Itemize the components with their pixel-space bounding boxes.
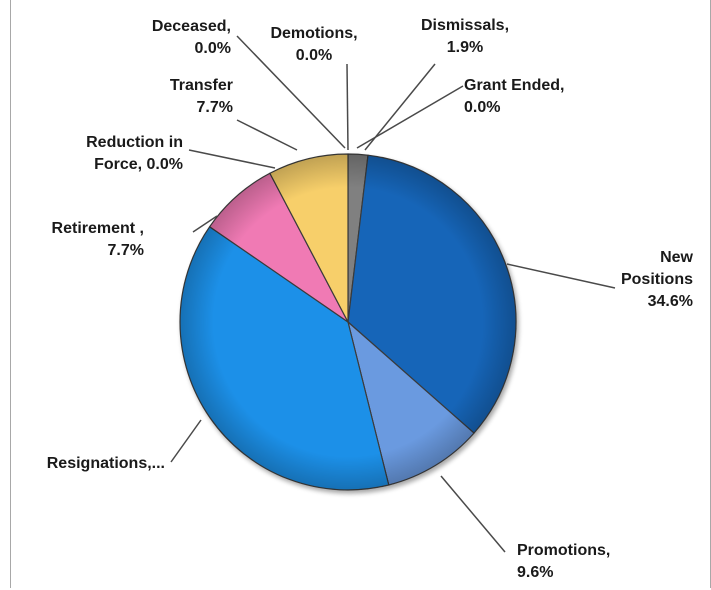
slice-label: Reduction in Force, 0.0%: [86, 134, 183, 173]
slice-label-line: 9.6%: [517, 564, 553, 581]
pie-chart: Dismissals, 1.9% New Positions 34.6% Promotio…: [47, 17, 694, 581]
slice-label-line: Promotions,: [517, 542, 610, 559]
slice-label: Grant Ended, 0.0%: [464, 77, 564, 116]
slice-label-line: Resignations,...: [47, 455, 165, 472]
slice-label-line: Dismissals,: [421, 17, 509, 34]
slice-label-line: Grant Ended,: [464, 77, 564, 94]
slice-label-line: 0.0%: [195, 40, 231, 57]
leader-line: [236, 35, 346, 149]
chart-frame: Dismissals, 1.9% New Positions 34.6% Promotio…: [10, 0, 711, 588]
slice-label-line: Deceased,: [152, 18, 231, 35]
slice-label-line: 7.7%: [197, 99, 233, 116]
leader-line: [506, 263, 616, 289]
slice-label-line: 0.0%: [464, 99, 500, 116]
slice-label-line: 7.7%: [108, 242, 144, 259]
slice-label-line: Force, 0.0%: [94, 156, 183, 173]
slice-label: Retirement , 7.7%: [52, 220, 144, 259]
slice-label-line: 0.0%: [296, 47, 332, 64]
slice-label: Dismissals, 1.9%: [421, 17, 509, 56]
leader-line: [356, 85, 464, 149]
slice-label: Transfer 7.7%: [170, 77, 233, 116]
leader-line: [188, 149, 276, 169]
slice-label: Promotions, 9.6%: [517, 542, 610, 581]
slice-label-line: 1.9%: [447, 39, 483, 56]
slice-label: Demotions, 0.0%: [270, 25, 357, 64]
leader-line: [170, 419, 202, 463]
slice-label-line: Demotions,: [270, 25, 357, 42]
slice-label-line: Positions: [621, 271, 693, 288]
leader-line: [440, 475, 506, 553]
slice-label-line: Transfer: [170, 77, 233, 94]
slice-label: New Positions 34.6%: [621, 249, 694, 310]
slice-label-line: Retirement ,: [52, 220, 144, 237]
leader-line: [236, 119, 298, 151]
leader-line: [346, 63, 349, 151]
slice-label-line: Reduction in: [86, 134, 183, 151]
slice-label-line: New: [660, 249, 693, 266]
leader-line: [192, 215, 218, 233]
slice-label: Deceased, 0.0%: [152, 18, 231, 57]
slice-label-line: 34.6%: [648, 293, 693, 310]
slice-label: Resignations,...: [47, 455, 165, 472]
